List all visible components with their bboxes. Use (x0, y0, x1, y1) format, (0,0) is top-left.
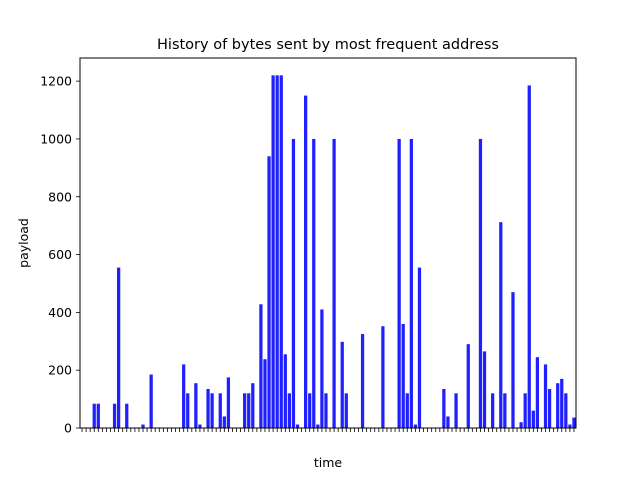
bar (491, 393, 495, 428)
bar (263, 359, 267, 428)
bar (511, 292, 515, 428)
bar (304, 95, 308, 428)
bar (279, 75, 283, 428)
bar (446, 416, 450, 428)
bar (531, 410, 535, 428)
bar (397, 138, 401, 428)
bar (519, 422, 523, 428)
bar (344, 393, 348, 428)
bar (243, 393, 247, 428)
bar (283, 354, 287, 428)
bar (312, 138, 316, 428)
bar (222, 416, 226, 428)
chart-title: History of bytes sent by most frequent a… (157, 37, 499, 53)
bar (251, 383, 255, 428)
bar (117, 267, 121, 428)
bar (560, 378, 564, 428)
bar (141, 424, 145, 428)
y-tick-label: 0 (64, 421, 72, 436)
bar (332, 138, 336, 428)
bar (218, 393, 222, 428)
bar (340, 341, 344, 428)
bar (413, 424, 418, 428)
bar (503, 393, 507, 428)
bar (454, 393, 458, 428)
bar (324, 393, 328, 428)
bar (295, 424, 300, 428)
bar (320, 309, 324, 428)
y-axis-ticks: 0 200 400 600 800 1000 1200 (40, 74, 80, 436)
bar (125, 403, 129, 428)
bar (482, 351, 487, 428)
x-tick-marks (81, 428, 575, 432)
bar (308, 393, 312, 428)
bar (523, 393, 527, 428)
bar (92, 403, 96, 428)
y-tick-label: 1200 (40, 74, 72, 89)
bar (409, 138, 413, 428)
bar (499, 222, 503, 428)
plot-frame (79, 57, 577, 429)
bar (210, 393, 214, 428)
bar (316, 424, 320, 428)
bar (527, 85, 531, 429)
bar (194, 383, 198, 428)
y-tick-label: 1000 (40, 131, 72, 146)
bar (149, 374, 153, 428)
bars-group (92, 75, 576, 429)
bar (466, 344, 470, 428)
y-axis-label: payload (16, 218, 31, 268)
bar (564, 393, 568, 428)
bar (247, 393, 251, 428)
bar (401, 323, 405, 428)
y-tick-label: 800 (48, 189, 72, 204)
bar (360, 334, 365, 428)
bar (275, 75, 279, 428)
bar (226, 377, 231, 428)
bar (478, 138, 483, 428)
bar (112, 403, 117, 428)
y-tick-label: 600 (48, 247, 72, 262)
bar (182, 364, 186, 428)
y-tick-label: 400 (48, 305, 72, 320)
bar (206, 388, 210, 428)
bar (572, 417, 576, 428)
bar (568, 424, 572, 428)
bar (556, 383, 560, 428)
bar (381, 326, 385, 428)
y-tick-label: 200 (48, 363, 72, 378)
bar (259, 304, 263, 428)
bar (186, 393, 190, 428)
x-axis-label: time (314, 455, 343, 470)
bar (267, 156, 271, 428)
bar (96, 403, 100, 428)
bar (547, 388, 552, 428)
bar (271, 75, 275, 428)
bar (442, 388, 446, 428)
bar (291, 138, 296, 428)
bar (417, 267, 422, 428)
bar (543, 364, 548, 428)
bar (535, 357, 539, 428)
bar (198, 424, 202, 428)
bar (405, 393, 409, 428)
bar (287, 393, 291, 428)
